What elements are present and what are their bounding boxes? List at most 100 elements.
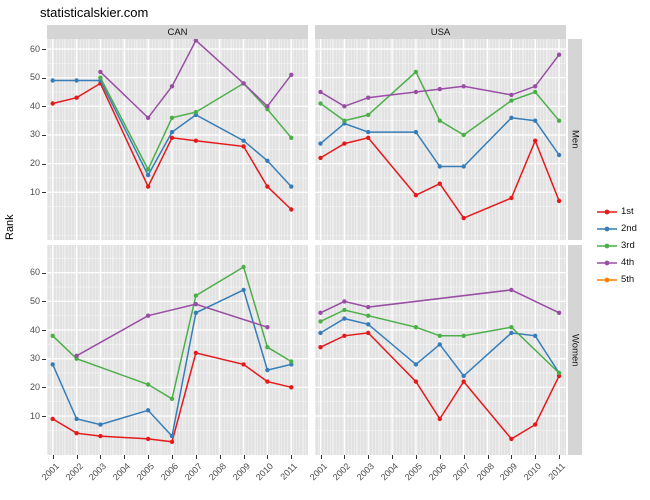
x-tick-mark <box>267 455 269 459</box>
x-tick-label: 2007 <box>182 461 204 483</box>
data-point-2nd <box>556 152 562 158</box>
x-tick-mark <box>439 455 441 459</box>
legend-label: 3rd <box>621 240 635 251</box>
y-tick-mark <box>42 106 46 108</box>
data-point-1st <box>342 141 347 146</box>
data-point-3rd <box>193 293 199 298</box>
y-tick-mark <box>42 163 46 165</box>
y-tick-label: 50 <box>29 72 40 83</box>
x-tick-label: 2006 <box>426 461 448 483</box>
data-point-2nd <box>50 362 55 367</box>
data-point-4th <box>145 313 151 318</box>
y-tick-label: 10 <box>29 186 40 197</box>
data-point-3rd <box>437 118 442 123</box>
legend-label: 2nd <box>621 223 637 234</box>
x-tick-label: 2011 <box>546 461 568 482</box>
y-tick-mark <box>42 272 46 274</box>
x-tick-label: 2006 <box>158 461 181 483</box>
x-tick-label: 2009 <box>498 461 520 483</box>
data-point-4th <box>366 95 371 100</box>
series-line-4th <box>76 303 268 357</box>
x-tick-label: 2002 <box>63 461 85 483</box>
data-point-1st <box>193 138 199 143</box>
legend-item-3rd: 3rd <box>596 237 637 254</box>
data-point-1st <box>318 345 323 350</box>
data-point-2nd <box>342 316 347 321</box>
facet-strip-label: USA <box>430 26 451 38</box>
data-point-3rd <box>533 89 538 95</box>
data-point-3rd <box>169 396 175 401</box>
data-point-2nd <box>437 164 442 169</box>
data-point-1st <box>413 193 419 198</box>
data-point-3rd <box>169 115 175 121</box>
x-tick-label: 2002 <box>331 461 353 483</box>
data-point-4th <box>366 304 371 310</box>
facet-strip-usa: USA <box>315 25 566 39</box>
data-point-4th <box>437 86 442 92</box>
y-tick-mark <box>42 192 46 194</box>
data-point-3rd <box>98 75 103 80</box>
y-tick-mark <box>42 358 46 360</box>
data-point-3rd <box>241 264 246 270</box>
x-tick-label: 2010 <box>254 461 276 483</box>
data-point-3rd <box>413 69 419 75</box>
y-tick-mark <box>42 387 46 389</box>
data-point-4th <box>289 72 294 77</box>
series-line-3rd <box>52 265 292 400</box>
x-tick-mark <box>344 455 346 459</box>
data-point-1st <box>556 198 562 204</box>
data-point-1st <box>413 379 419 384</box>
data-point-2nd <box>461 373 466 379</box>
data-point-1st <box>289 207 294 212</box>
data-point-3rd <box>342 307 347 313</box>
data-point-2nd <box>98 422 103 427</box>
data-point-2nd <box>241 138 246 143</box>
data-point-4th <box>509 92 514 98</box>
data-point-2nd <box>169 129 175 135</box>
data-point-1st <box>169 439 175 444</box>
data-point-4th <box>413 89 419 95</box>
panel-can-women <box>47 245 308 455</box>
panel-usa-women <box>315 245 566 455</box>
x-tick-mark <box>415 455 417 459</box>
data-point-3rd <box>193 109 199 115</box>
data-point-1st <box>533 138 538 143</box>
data-point-4th <box>556 310 562 315</box>
x-tick-mark <box>392 455 394 459</box>
data-point-4th <box>533 84 538 89</box>
data-point-2nd <box>413 362 419 367</box>
x-tick-label: 2007 <box>450 461 472 483</box>
x-tick-mark <box>219 455 221 459</box>
data-point-4th <box>193 302 199 307</box>
x-tick-label: 2001 <box>39 461 61 483</box>
x-tick-mark <box>463 455 465 459</box>
data-point-2nd <box>50 78 55 83</box>
x-tick-label: 2005 <box>402 461 425 483</box>
data-point-1st <box>533 422 538 427</box>
data-point-3rd <box>265 345 270 350</box>
facet-strip-can: CAN <box>47 25 308 39</box>
legend-item-5th: 5th <box>596 271 637 288</box>
x-tick-mark <box>195 455 197 459</box>
y-tick-label: 20 <box>29 158 40 169</box>
legend-item-2nd: 2nd <box>596 220 637 237</box>
data-point-4th <box>169 84 175 89</box>
chart-canvas <box>315 39 566 240</box>
data-point-4th <box>74 353 79 358</box>
y-tick-label: 40 <box>29 324 40 335</box>
data-point-2nd <box>509 115 514 121</box>
data-point-1st <box>366 135 371 140</box>
data-point-2nd <box>241 287 246 293</box>
legend-key-swatch <box>597 277 617 282</box>
data-point-3rd <box>509 98 514 103</box>
data-point-3rd <box>556 118 562 123</box>
data-point-4th <box>145 115 151 121</box>
y-tick-label: 60 <box>29 43 40 54</box>
data-point-1st <box>318 155 323 161</box>
legend-label: 5th <box>621 274 635 285</box>
data-point-1st <box>50 416 55 422</box>
data-point-1st <box>241 362 246 367</box>
data-point-2nd <box>366 322 371 327</box>
panel-can-men <box>47 39 308 240</box>
x-tick-label: 2004 <box>378 461 401 483</box>
